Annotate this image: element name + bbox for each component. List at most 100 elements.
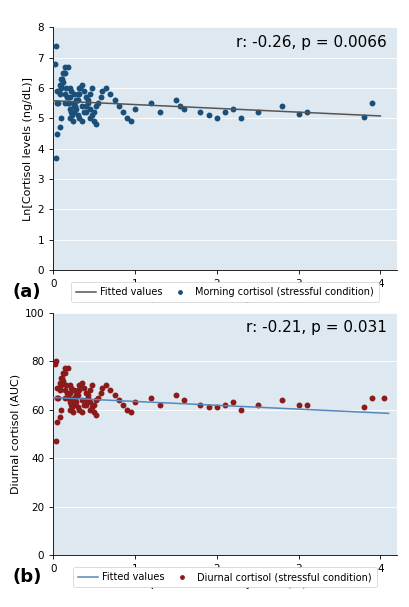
Point [79,407,85,417]
Point [205,402,212,412]
Point [91,107,97,117]
Point [59,373,65,383]
Point [81,86,88,96]
Point [115,395,122,405]
Point [89,381,96,390]
Point [58,74,65,84]
Point [128,407,134,417]
Point [75,89,82,99]
Point [74,95,81,105]
Point [61,385,68,395]
Point [213,402,220,412]
Point [119,400,126,410]
Point [65,98,71,108]
Point [87,89,93,99]
Text: r: -0.21, p = 0.031: r: -0.21, p = 0.031 [245,320,387,335]
Point [132,398,138,407]
Point [254,107,261,117]
Point [111,390,118,400]
Point [97,388,104,398]
Point [58,381,65,390]
Point [74,385,81,395]
Point [58,114,65,123]
Point [303,107,310,117]
Point [61,368,67,378]
Point [89,83,96,93]
Y-axis label: Ln[Cortisol levels (ng/dL)]: Ln[Cortisol levels (ng/dL)] [23,76,34,221]
Point [66,381,73,390]
Point [65,393,72,402]
Point [156,107,163,117]
Point [295,400,302,410]
Point [66,114,73,123]
Point [68,107,74,117]
Point [87,398,93,407]
Point [181,395,187,405]
Point [54,393,61,402]
Point [62,62,69,72]
Point [77,83,83,93]
Text: r: -0.26, p = 0.0066: r: -0.26, p = 0.0066 [236,35,387,50]
Point [74,402,81,412]
Point [70,98,77,108]
Point [54,86,61,96]
Point [197,107,204,117]
Point [61,89,68,99]
Text: (b): (b) [12,568,42,586]
Point [84,390,91,400]
Point [56,86,62,96]
Point [70,393,77,402]
Point [56,80,63,90]
Point [76,381,83,390]
Point [70,101,77,111]
Point [73,390,79,400]
Point [81,383,88,393]
Point [87,385,93,395]
Point [77,381,83,390]
Point [56,123,63,132]
Point [173,390,179,400]
Point [56,385,63,395]
Point [111,95,118,105]
Legend: Fitted values, Morning cortisol (stressful condition): Fitted values, Morning cortisol (stressf… [71,282,379,302]
Point [177,101,183,111]
Point [83,92,89,102]
Point [58,405,65,415]
Point [56,383,62,393]
Point [238,114,245,123]
Point [65,98,72,108]
Point [230,104,236,114]
Point [58,83,65,93]
Point [62,393,69,402]
Point [70,89,77,99]
Point [124,114,130,123]
Point [60,368,66,378]
Point [71,400,78,410]
Point [72,101,79,111]
Point [54,417,61,427]
Point [92,410,99,419]
Point [73,104,79,114]
Point [65,364,71,373]
Point [84,393,91,402]
Point [54,98,61,108]
Point [52,41,59,50]
Point [83,395,89,405]
Point [66,405,73,415]
Point [91,117,97,126]
Point [59,74,65,84]
Point [119,107,126,117]
Point [76,405,83,415]
Point [63,83,70,93]
Point [74,390,80,400]
Point [91,407,97,417]
Point [381,393,388,402]
Point [57,378,64,388]
Point [53,153,60,163]
Point [83,400,89,410]
Point [79,80,85,90]
X-axis label: CpG unit 2.3 methylation (%): CpG unit 2.3 methylation (%) [143,293,307,304]
Point [99,86,106,96]
Point [79,101,85,111]
Point [55,98,61,108]
